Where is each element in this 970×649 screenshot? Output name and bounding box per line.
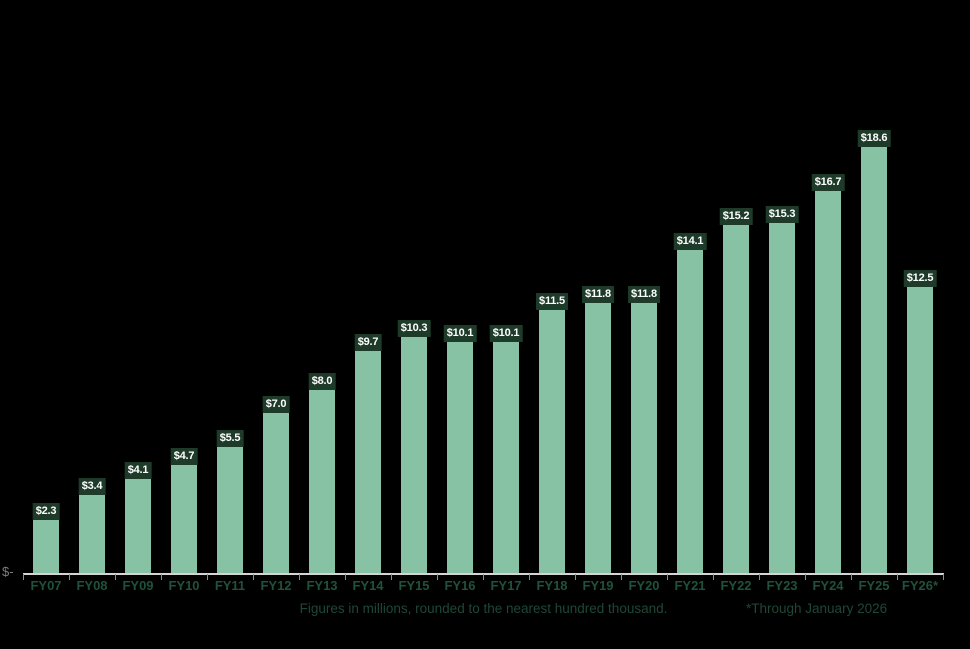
category-label: FY26*	[901, 578, 939, 593]
axis-tick	[897, 574, 898, 580]
axis-tick	[207, 574, 208, 580]
bar	[815, 191, 841, 573]
bar	[263, 413, 289, 573]
category-label: FY24	[812, 578, 844, 593]
axis-tick	[161, 574, 162, 580]
category-label: FY17	[490, 578, 522, 593]
axis-tick	[713, 574, 714, 580]
axis-tick	[253, 574, 254, 580]
category-label: FY25	[858, 578, 890, 593]
bar	[79, 495, 105, 573]
bar	[585, 303, 611, 573]
bar	[309, 390, 335, 573]
category-label: FY21	[674, 578, 706, 593]
bar-value-label: $12.5	[903, 270, 937, 287]
bar	[539, 310, 565, 573]
category-label: FY07	[30, 578, 62, 593]
axis-tick	[437, 574, 438, 580]
bar	[493, 342, 519, 573]
axis-tick	[575, 574, 576, 580]
bar-value-label: $11.8	[628, 286, 660, 303]
bar-value-label: $8.0	[308, 373, 336, 390]
bar	[861, 147, 887, 573]
bar-value-label: $4.1	[124, 462, 152, 479]
bar	[677, 250, 703, 573]
category-label: FY19	[582, 578, 614, 593]
bar	[125, 479, 151, 573]
bar-value-label: $3.4	[78, 478, 106, 495]
category-label: FY20	[628, 578, 660, 593]
bar	[631, 303, 657, 573]
bar	[217, 447, 243, 573]
bar-value-label: $15.2	[719, 208, 753, 225]
bar	[907, 287, 933, 573]
footnote-units: Figures in millions, rounded to the near…	[299, 601, 668, 616]
bar-value-label: $15.3	[765, 206, 799, 223]
axis-tick	[23, 574, 24, 580]
category-label: FY15	[398, 578, 430, 593]
axis-tick	[851, 574, 852, 580]
axis-tick	[943, 574, 944, 580]
category-label: FY08	[76, 578, 108, 593]
category-label: FY18	[536, 578, 568, 593]
axis-tick	[805, 574, 806, 580]
axis-tick	[529, 574, 530, 580]
y-axis-zero-label: $-	[2, 564, 14, 579]
bar-value-label: $14.1	[673, 233, 707, 250]
x-axis-line	[23, 573, 944, 575]
category-label: FY11	[214, 578, 246, 593]
axis-tick	[667, 574, 668, 580]
bar	[401, 337, 427, 573]
axis-tick	[759, 574, 760, 580]
axis-tick	[621, 574, 622, 580]
axis-tick	[115, 574, 116, 580]
bar-value-label: $10.1	[443, 325, 477, 342]
bar	[33, 520, 59, 573]
axis-tick	[483, 574, 484, 580]
axis-tick	[345, 574, 346, 580]
bar-value-label: $9.7	[354, 334, 382, 351]
category-label: FY09	[122, 578, 154, 593]
bar-value-label: $2.3	[32, 503, 60, 520]
bar	[447, 342, 473, 573]
category-label: FY12	[260, 578, 292, 593]
bar-value-label: $16.7	[811, 174, 845, 191]
bar-value-label: $18.6	[857, 130, 891, 147]
bar-value-label: $10.1	[489, 325, 523, 342]
bar-value-label: $5.5	[216, 430, 244, 447]
bar	[723, 225, 749, 573]
bar-value-label: $11.5	[536, 293, 568, 310]
bar-value-label: $7.0	[262, 396, 290, 413]
category-label: FY23	[766, 578, 798, 593]
bar	[355, 351, 381, 573]
axis-tick	[391, 574, 392, 580]
footnote-asterisk: *Through January 2026	[746, 601, 888, 616]
bar	[769, 223, 795, 573]
bar-value-label: $11.8	[582, 286, 614, 303]
category-label: FY22	[720, 578, 752, 593]
category-label: FY13	[306, 578, 338, 593]
bar-value-label: $10.3	[397, 320, 431, 337]
bar-value-label: $4.7	[170, 448, 198, 465]
category-label: FY16	[444, 578, 476, 593]
category-label: FY14	[352, 578, 384, 593]
category-label: FY10	[168, 578, 200, 593]
bar	[171, 465, 197, 573]
axis-tick	[69, 574, 70, 580]
axis-tick	[299, 574, 300, 580]
